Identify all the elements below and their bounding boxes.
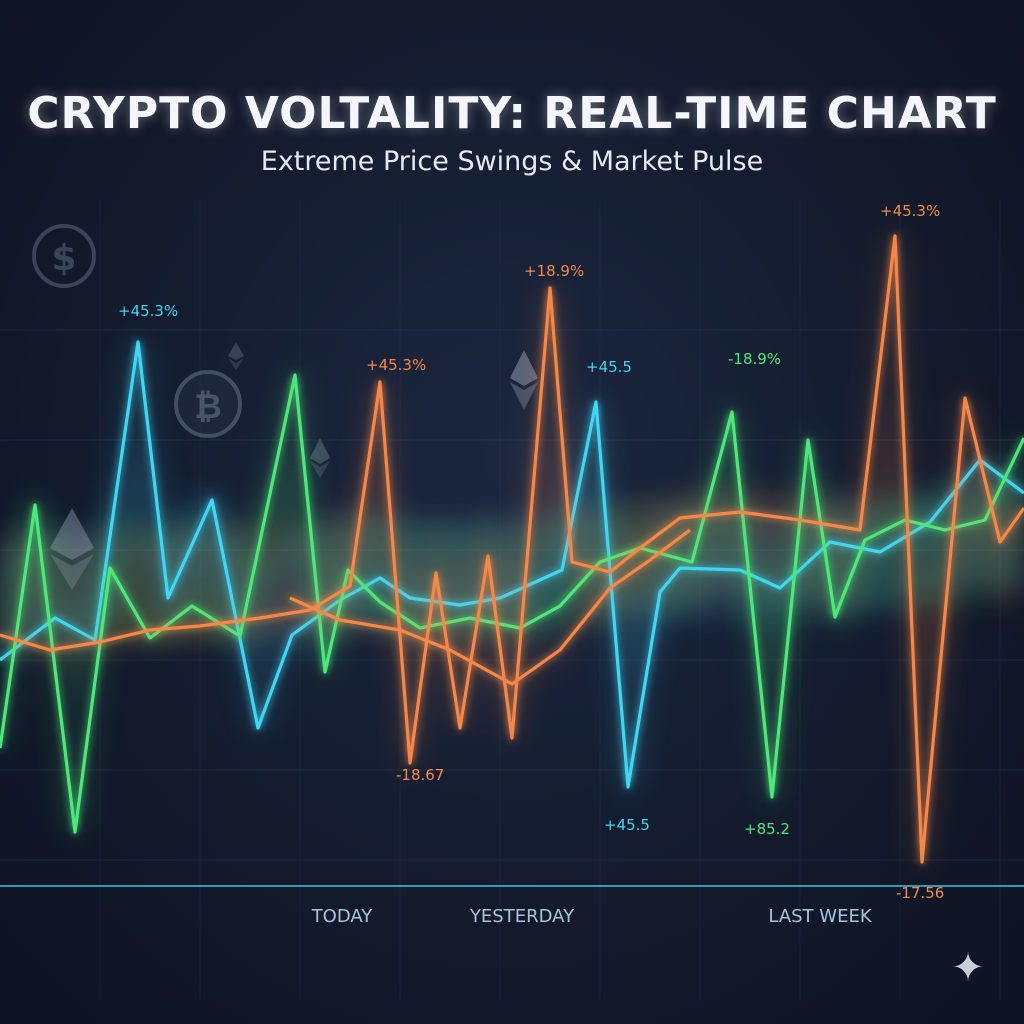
annotation-label: +45.3% xyxy=(880,202,940,220)
series-line xyxy=(289,528,691,686)
annotation-label: -18.9% xyxy=(728,350,781,368)
series-line xyxy=(0,340,1024,789)
ethereum-icon xyxy=(228,342,244,370)
ethereum-icon xyxy=(310,438,330,478)
bitcoin-icon: ₿ xyxy=(174,370,242,438)
x-tick-label: YESTERDAY xyxy=(469,906,575,927)
chart-subtitle: Extreme Price Swings & Market Pulse xyxy=(260,146,764,177)
series-line xyxy=(0,234,1024,864)
svg-text:$: $ xyxy=(51,238,76,279)
sparkle-icon: ✦ xyxy=(951,945,985,991)
annotation-label: +45.3% xyxy=(366,356,426,374)
annotation-label: +18.9% xyxy=(524,262,584,280)
annotation-label: -18.67 xyxy=(396,766,444,784)
chart-title: CRYPTO VOLTALITY: REAL-TIME CHART xyxy=(27,88,997,139)
annotation-label: -17.56 xyxy=(896,884,944,902)
ethereum-icon xyxy=(510,350,538,410)
x-tick-label: TODAY xyxy=(311,906,374,927)
svg-text:₿: ₿ xyxy=(194,387,222,427)
x-tick-label: LAST WEEK xyxy=(768,906,872,927)
series-layer xyxy=(0,231,1024,867)
annotation-label: +45.3% xyxy=(118,302,178,320)
dollar-icon: $ xyxy=(32,224,96,288)
annotation-label: +45.5 xyxy=(586,358,632,376)
annotation-layer: +45.3% +45.3% +18.9% +45.5 -18.9% +45.3% -18.6… xyxy=(118,202,944,902)
annotation-label: +45.5 xyxy=(604,816,650,834)
annotation-label: +85.2 xyxy=(744,820,790,838)
